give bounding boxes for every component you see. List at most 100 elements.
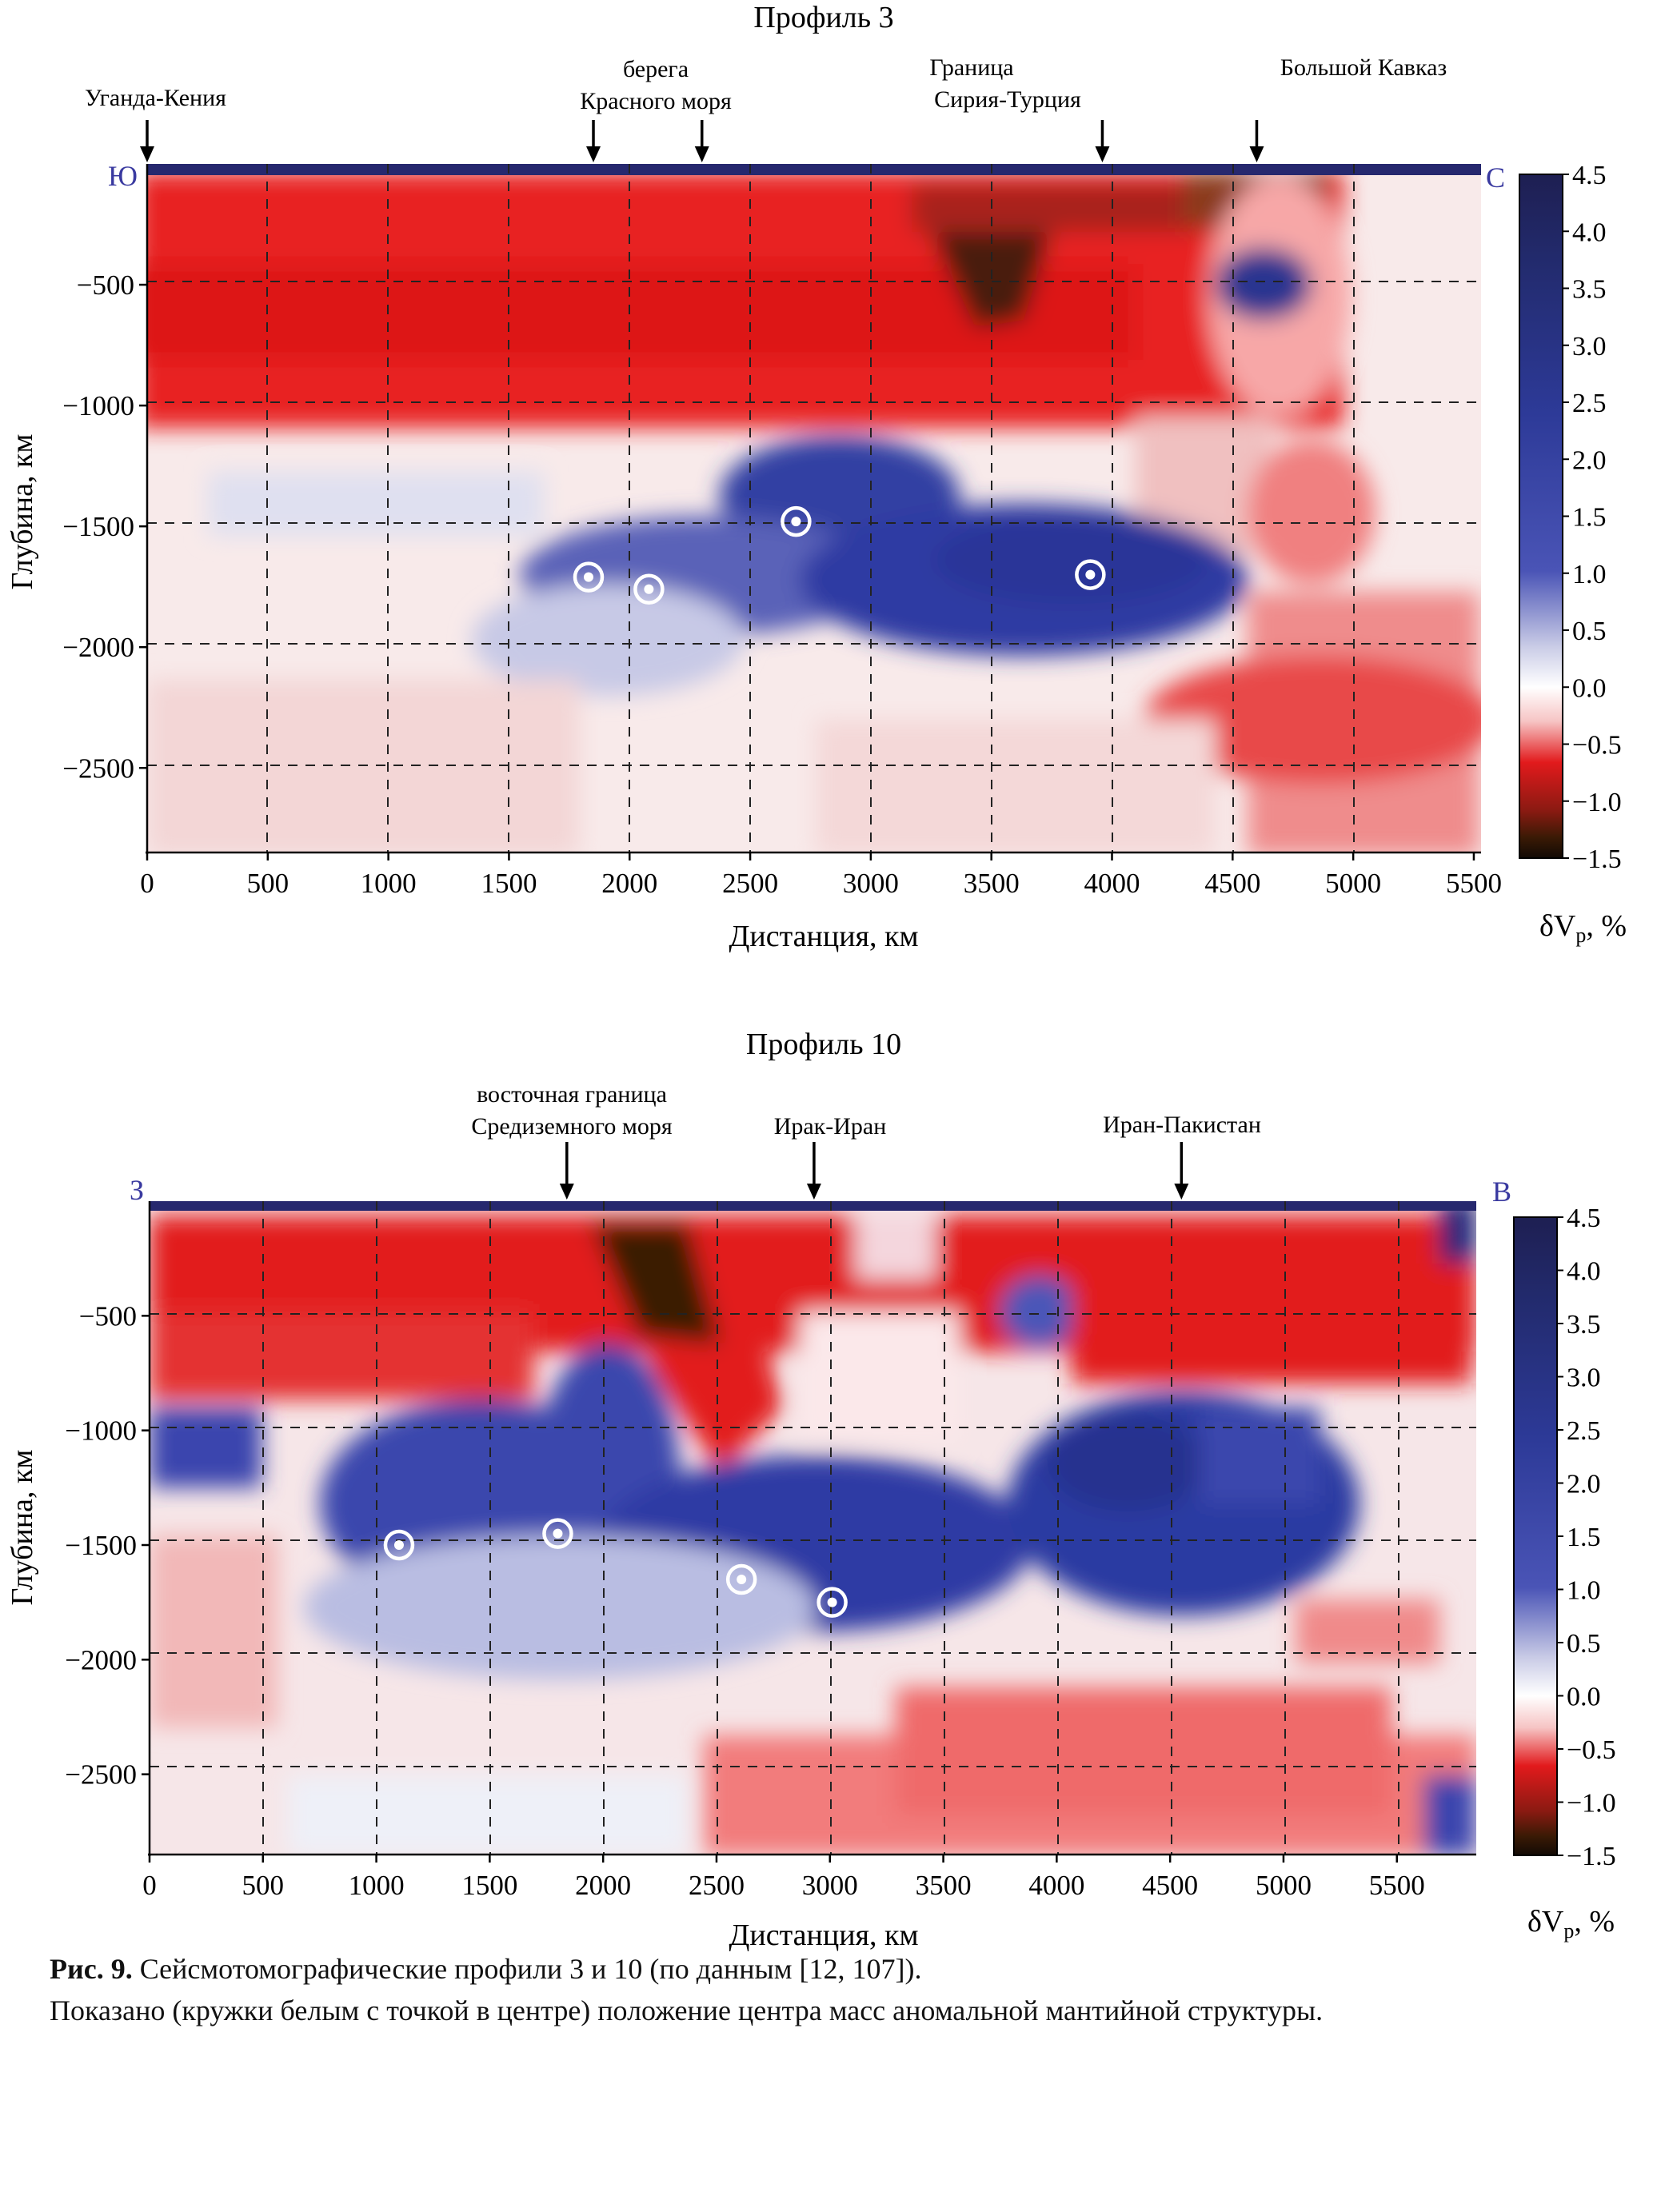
center-of-mass-ring	[781, 505, 812, 537]
annotation-greater-caucasus: Большой Кавказ	[1280, 54, 1447, 81]
arrow-head	[140, 146, 154, 162]
location-arrows	[559, 1142, 1189, 1200]
colorbar-ticks: 4.5 4.0 3.5 3.0 2.5 2.0 1.5 1.0 0.5 0.0 −0.5 −1.0 −1…	[1563, 161, 1622, 874]
annotations: Уганда-Кения берега Красного моря Границ…	[85, 54, 1447, 114]
arrow-head	[1174, 1184, 1189, 1200]
x-axis-label: Дистанция, км	[729, 920, 918, 953]
colorbar-tick-label: 4.0	[1567, 1257, 1601, 1287]
x-tick-label: 4500	[1204, 868, 1260, 899]
x-tick-label: 5500	[1446, 868, 1502, 899]
panel-profile-10: Профиль 10	[6, 1028, 1616, 1952]
x-tick-label: 3500	[916, 1870, 972, 1901]
location-arrows	[140, 120, 1264, 162]
y-tick-label: −2000	[65, 1644, 137, 1675]
colorbar-tick-label: 1.0	[1567, 1576, 1601, 1606]
x-tick-label: 4500	[1142, 1870, 1198, 1901]
center-of-mass-dot	[791, 517, 801, 527]
y-axis-ticks: −500 −1000 −1500 −2000 −2500	[62, 270, 147, 784]
colorbar-tick-label: 3.5	[1572, 275, 1607, 305]
y-tick-label: −500	[77, 270, 134, 301]
center-of-mass-dot	[393, 1540, 404, 1550]
center-of-mass-ring	[573, 561, 605, 593]
annotation-red-sea-line1: берега	[623, 56, 689, 82]
colorbar-tick-label: 2.5	[1567, 1416, 1601, 1446]
y-tick-label: −2000	[62, 632, 134, 663]
annotation-iran-pakistan: Иран-Пакистан	[1103, 1112, 1261, 1138]
annotation-eastern-mediterranean-line1: восточная граница	[477, 1081, 667, 1108]
colorbar-tick-label: −0.5	[1567, 1735, 1616, 1765]
arrow-head	[806, 1184, 821, 1200]
annotation-eastern-mediterranean-line2: Средиземного моря	[471, 1113, 672, 1140]
colorbar-tick-label: 1.5	[1567, 1523, 1601, 1552]
annotation-syria-turkey-line1: Граница	[929, 54, 1013, 81]
x-tick-label: 5000	[1256, 1870, 1312, 1901]
center-of-mass-ring	[817, 1587, 848, 1618]
axes	[148, 1201, 1476, 1856]
x-tick-label: 2500	[689, 1870, 745, 1901]
x-tick-label: 5500	[1369, 1870, 1425, 1901]
annotation-uganda-kenya: Уганда-Кения	[85, 85, 226, 111]
colorbar-scale	[1519, 174, 1563, 859]
grid	[150, 1201, 1476, 1855]
colorbar-tick-label: 3.5	[1567, 1310, 1601, 1340]
caption-line-1: Рис. 9. Сейсмотомографические профили 3 …	[50, 1948, 1617, 1990]
center-of-mass-dot	[553, 1528, 563, 1539]
x-tick-label: 500	[247, 868, 289, 899]
colorbar-tick-label: 2.0	[1567, 1470, 1601, 1499]
colorbar-tick-label: 2.0	[1572, 445, 1607, 475]
colorbar-tick-label: −1.0	[1572, 788, 1622, 817]
annotations: восточная граница Средиземного моря Ирак…	[471, 1081, 1261, 1140]
y-axis-label: Глубина, км	[6, 1450, 39, 1606]
y-tick-label: −2500	[62, 753, 134, 784]
end-label-right: С	[1486, 162, 1505, 194]
colorbar-tick-label: −1.0	[1567, 1789, 1616, 1819]
arrow-head	[1095, 146, 1110, 162]
y-axis-ticks: −500 −1000 −1500 −2000 −2500	[65, 1300, 150, 1791]
x-tick-label: 3000	[802, 1870, 858, 1901]
colorbar-tick-label: 3.0	[1572, 332, 1607, 361]
x-tick-label: 0	[140, 868, 154, 899]
x-tick-label: 4000	[1084, 868, 1140, 899]
center-of-mass-ring	[1075, 559, 1106, 590]
x-axis-label: Дистанция, км	[729, 1919, 918, 1952]
y-tick-label: −2500	[65, 1759, 137, 1791]
colorbar-tick-label: −1.5	[1572, 844, 1622, 874]
colorbar-label: δVp, %	[1539, 909, 1627, 947]
colorbar-tick-label: 0.0	[1572, 673, 1607, 703]
x-tick-label: 2000	[575, 1870, 631, 1901]
caption-label: Рис. 9.	[50, 1953, 133, 1985]
colorbar-tick-label: 0.0	[1567, 1683, 1601, 1712]
colorbar-tick-label: 3.0	[1567, 1364, 1601, 1393]
y-tick-label: −1000	[65, 1415, 137, 1447]
colorbar: 4.5 4.0 3.5 3.0 2.5 2.0 1.5 1.0 0.5 0.0 −0.5 −1.0 −1…	[1519, 161, 1627, 947]
heatmap-field	[147, 164, 1481, 852]
end-label-right: В	[1492, 1176, 1511, 1208]
x-tick-label: 1000	[349, 1870, 405, 1901]
colorbar-tick-label: 4.5	[1567, 1204, 1601, 1233]
colorbar-label: δVp, %	[1527, 1905, 1615, 1942]
x-tick-label: 3000	[843, 868, 899, 899]
y-tick-label: −1000	[62, 390, 134, 421]
center-of-mass-ring	[383, 1529, 415, 1561]
arrow-head	[694, 146, 709, 162]
x-tick-label: 1000	[361, 868, 417, 899]
x-tick-label: 1500	[461, 1870, 517, 1901]
x-tick-label: 0	[142, 1870, 157, 1901]
center-of-mass-dot	[827, 1597, 837, 1607]
center-of-mass-ring	[725, 1563, 757, 1595]
x-axis-ticks: 0 500 1000 1500 2000 2500 3000 3500 4000 4500 5000…	[140, 852, 1502, 899]
colorbar-tick-label: 2.5	[1572, 389, 1607, 418]
x-tick-label: 2500	[722, 868, 778, 899]
colorbar-tick-label: 4.5	[1572, 161, 1607, 190]
annotation-red-sea-line2: Красного моря	[580, 88, 732, 114]
grid	[147, 164, 1481, 852]
x-tick-label: 1500	[481, 868, 537, 899]
colorbar-tick-label: 1.5	[1572, 503, 1607, 533]
y-tick-label: −500	[79, 1300, 137, 1332]
center-of-mass-dot	[737, 1575, 747, 1584]
center-of-mass-ring	[633, 573, 665, 605]
center-of-mass-ring	[542, 1518, 573, 1549]
chart-title: Профиль 3	[753, 1, 893, 34]
x-tick-label: 500	[242, 1870, 285, 1901]
